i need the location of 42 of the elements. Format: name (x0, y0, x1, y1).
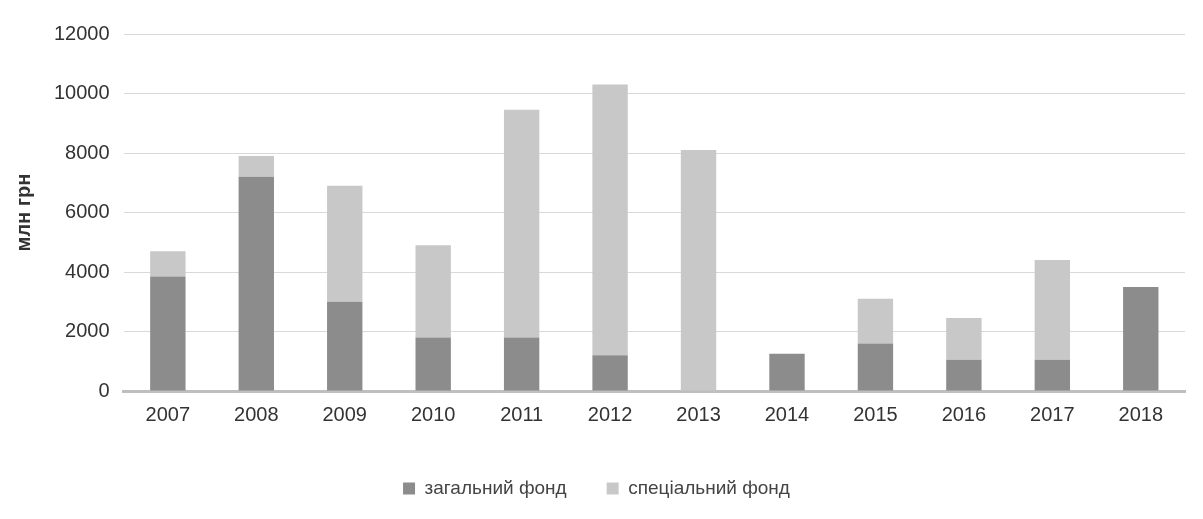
y-tick-label: 2000 (65, 319, 110, 342)
x-tick-label: 2014 (764, 402, 810, 425)
bar (327, 301, 363, 391)
y-axis-title: млн грн (11, 173, 34, 252)
x-tick-label: 2010 (410, 402, 456, 425)
y-tick-label: 4000 (65, 259, 110, 282)
bar (503, 109, 540, 338)
legend-label: загальний фонд (424, 476, 567, 498)
bar (857, 298, 894, 344)
legend-label: спеціальний фонд (628, 476, 790, 498)
x-tick-label: 2013 (676, 402, 721, 425)
bar (1034, 260, 1071, 360)
y-tick-label: 8000 (65, 140, 110, 163)
bar (327, 185, 363, 302)
y-tick-label: 12000 (53, 21, 110, 44)
x-tick-label: 2012 (587, 402, 633, 425)
x-tick-label: 2009 (322, 402, 367, 425)
bar (592, 84, 628, 356)
bar (415, 337, 451, 391)
bar (150, 276, 186, 391)
bar (769, 353, 805, 391)
bar (238, 155, 274, 177)
x-tick-label: 2015 (853, 402, 898, 425)
x-tick-label: 2018 (1118, 402, 1164, 425)
bar (503, 337, 540, 391)
bar (946, 359, 982, 391)
bar (238, 176, 274, 391)
x-tick-label: 2007 (145, 402, 191, 425)
bar (946, 318, 982, 360)
x-tick-label: 2008 (234, 402, 279, 425)
x-tick-label: 2017 (1030, 402, 1075, 425)
bar (1034, 359, 1071, 391)
y-tick-label: 0 (98, 378, 110, 401)
bar (1123, 286, 1159, 391)
bar (415, 245, 451, 338)
bar (592, 355, 628, 391)
y-tick-label: 10000 (53, 81, 110, 104)
x-tick-label: 2011 (500, 402, 544, 425)
x-tick-label: 2016 (941, 402, 987, 425)
bar (150, 251, 186, 277)
y-tick-label: 6000 (65, 200, 110, 223)
bar (857, 343, 894, 391)
